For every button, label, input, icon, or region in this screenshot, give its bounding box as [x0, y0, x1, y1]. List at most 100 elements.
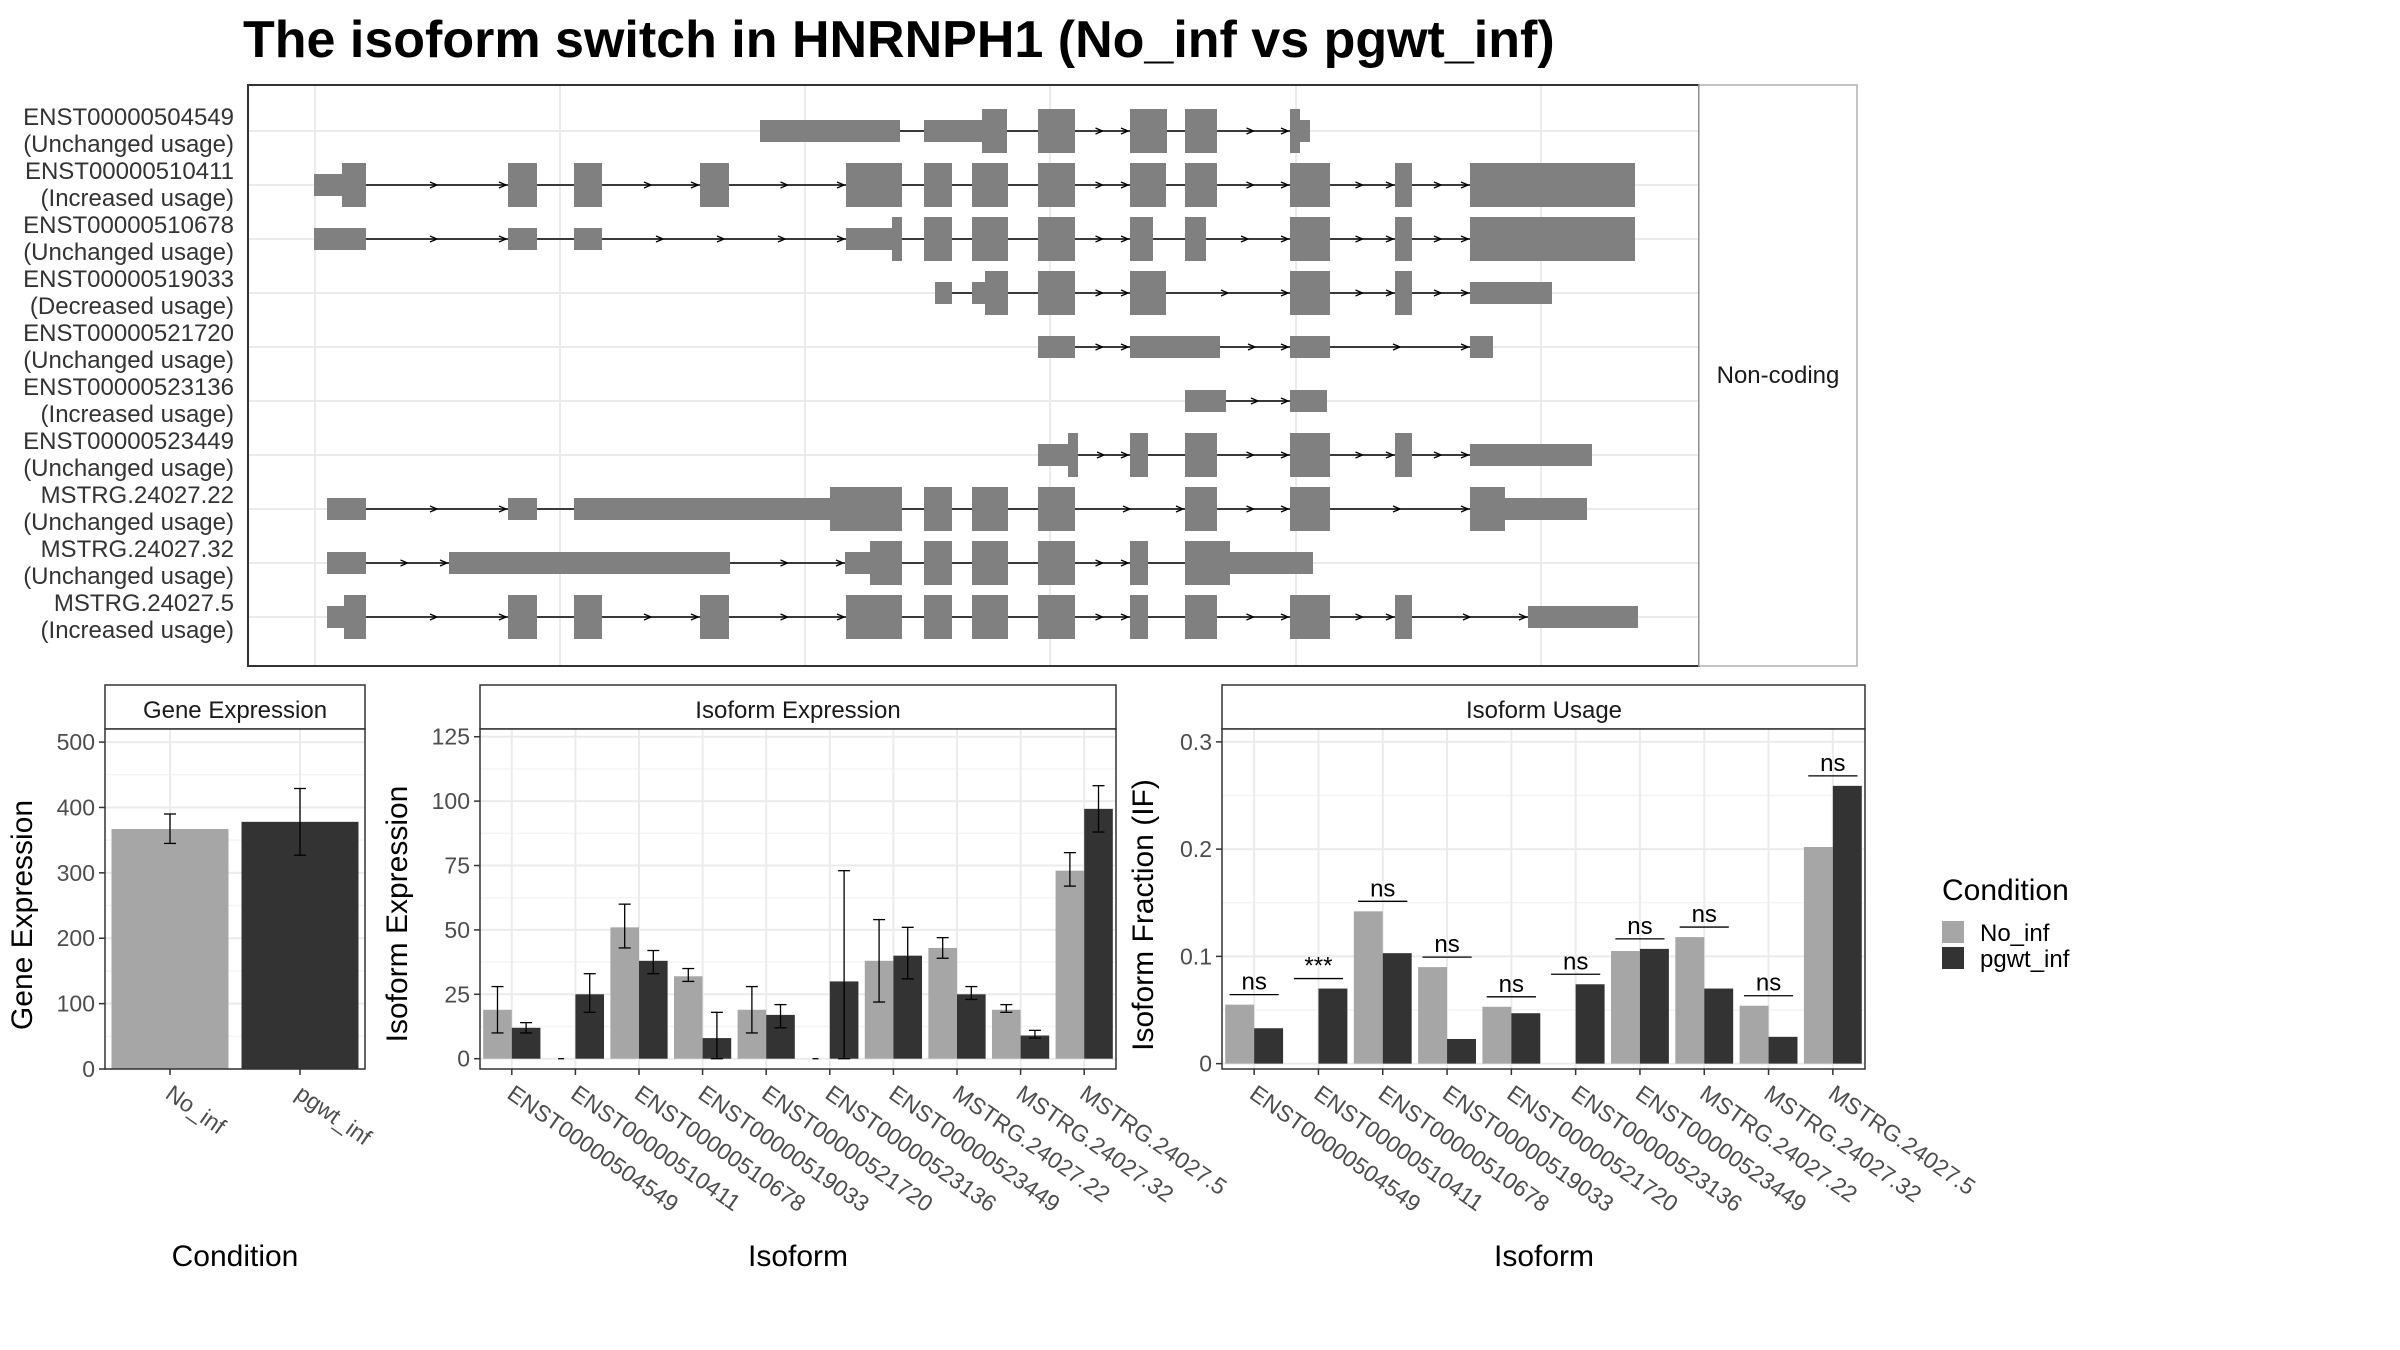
intron-arrow: [1280, 451, 1290, 459]
utr-exon: [1230, 552, 1313, 574]
intron-arrow: [1120, 559, 1130, 567]
bar-no-inf-mstrg-24027-32: [1739, 1005, 1769, 1064]
coding-exon: [1038, 595, 1075, 639]
utr-exon: [1130, 336, 1220, 358]
intron-arrow: [1120, 613, 1130, 621]
coding-exon: [1470, 217, 1635, 261]
x-tick-label: No_inf: [161, 1080, 231, 1140]
bar-pgwt-inf-enst00000510411: [1318, 988, 1348, 1064]
intron-arrow: [498, 235, 508, 243]
transcript-model: [327, 595, 1638, 639]
utr-exon: [924, 120, 982, 142]
significance-label: ns: [1692, 901, 1717, 928]
coding-exon: [1290, 109, 1300, 153]
isoform-expression-plot: 0255075100125ENST00000504549ENST00000510…: [432, 724, 1232, 1217]
coding-exon: [982, 109, 1007, 153]
y-tick-label: 400: [57, 794, 95, 820]
bar-no-inf-enst00000519033: [673, 976, 703, 1059]
intron-arrow: [1280, 127, 1290, 135]
coding-exon: [1185, 163, 1217, 207]
intron-arrow: [836, 613, 846, 621]
intron-arrow: [1385, 181, 1395, 189]
intron-arrow: [643, 613, 653, 621]
coding-exon: [972, 487, 1008, 531]
transcript-usage-label: (Increased usage): [41, 401, 234, 428]
intron-arrow: [1280, 397, 1290, 405]
intron-arrow: [498, 505, 508, 513]
utr-exon: [327, 498, 366, 520]
intron-arrow: [1355, 451, 1365, 459]
coding-exon: [1290, 217, 1330, 261]
bar-no-inf-mstrg-24027-22: [1675, 937, 1705, 1064]
intron-arrow: [1120, 127, 1130, 135]
coding-exon: [924, 541, 952, 585]
coding-exon: [1185, 541, 1230, 585]
transcript-usage-label: (Increased usage): [41, 617, 234, 644]
bar-no-inf-enst00000521720: [1482, 1006, 1512, 1064]
bar-no-inf-mstrg-24027-22: [928, 947, 957, 1059]
significance-label: ns: [1370, 875, 1395, 902]
utr-exon: [508, 228, 537, 250]
legend-label-pgwt-inf: pgwt_inf: [1980, 946, 2070, 973]
coding-exon: [508, 595, 537, 639]
intron-arrow: [1246, 613, 1256, 621]
y-axis-title-gene-expression: Gene Expression: [6, 800, 39, 1030]
transcript-model: [760, 109, 1310, 153]
panel-title-isoform-usage: Isoform Usage: [1466, 697, 1622, 724]
coding-exon: [1395, 271, 1412, 315]
intron-arrow: [716, 235, 726, 243]
utr-exon: [327, 606, 344, 628]
plot-border: [104, 728, 366, 1070]
transcript-id-label: ENST00000510411: [25, 158, 234, 185]
coding-exon: [1038, 163, 1075, 207]
utr-exon: [1528, 606, 1638, 628]
intron-arrow: [429, 613, 439, 621]
coding-exon: [508, 163, 537, 207]
transcript-model: [1185, 390, 1327, 412]
legend: Condition No_inf pgwt_inf: [1942, 874, 2070, 973]
plot-border: [479, 728, 1117, 1070]
y-tick-label: 0.1: [1180, 943, 1212, 969]
y-axis-title-isoform-expression: Isoform Expression: [381, 786, 414, 1043]
intron-arrow: [429, 235, 439, 243]
intron-arrow: [1385, 289, 1395, 297]
transcript-model: [1038, 433, 1592, 477]
coding-exon: [924, 163, 952, 207]
intron-arrow: [1120, 343, 1130, 351]
transcript-model: [327, 541, 1313, 585]
intron-arrow: [1460, 181, 1470, 189]
intron-arrow: [1385, 613, 1395, 621]
utr-exon: [1470, 282, 1552, 304]
intron-arrow: [1392, 505, 1402, 513]
intron-arrow: [1460, 235, 1470, 243]
coding-exon: [830, 487, 902, 531]
intron-arrow: [1433, 181, 1443, 189]
intron-arrow: [690, 613, 700, 621]
intron-arrow: [655, 235, 665, 243]
transcript-id-label: ENST00000519033: [23, 266, 234, 293]
coding-exon: [1185, 595, 1217, 639]
intron-arrow: [1385, 451, 1395, 459]
intron-arrow: [1385, 235, 1395, 243]
figure-title: The isoform switch in HNRNPH1 (No_inf vs…: [243, 11, 1555, 69]
coding-exon: [1395, 595, 1412, 639]
intron-arrow: [1095, 613, 1105, 621]
coding-exon: [1185, 433, 1217, 477]
coding-exon: [985, 271, 1008, 315]
coding-exon: [1068, 433, 1078, 477]
transcript-structure-panel: Non-coding ENST00000504549(Unchanged usa…: [23, 84, 1858, 667]
transcript-usage-label: (Decreased usage): [30, 293, 234, 320]
y-tick-label: 50: [444, 917, 470, 943]
bar-pgwt-inf-mstrg-24027-32: [1768, 1036, 1798, 1064]
coding-exon: [1290, 163, 1330, 207]
intron-arrow: [1460, 343, 1470, 351]
coding-exon: [1130, 163, 1166, 207]
intron-arrow: [1246, 505, 1256, 513]
strip-label: Non-coding: [1717, 362, 1840, 389]
coding-exon: [1470, 487, 1505, 531]
significance-label: ns: [1820, 750, 1845, 777]
coding-exon: [1185, 487, 1217, 531]
transcript-id-label: ENST00000523136: [23, 374, 234, 401]
bar-pgwt-inf-enst00000510678: [639, 960, 668, 1059]
transcript-id-label: ENST00000523449: [23, 428, 234, 455]
